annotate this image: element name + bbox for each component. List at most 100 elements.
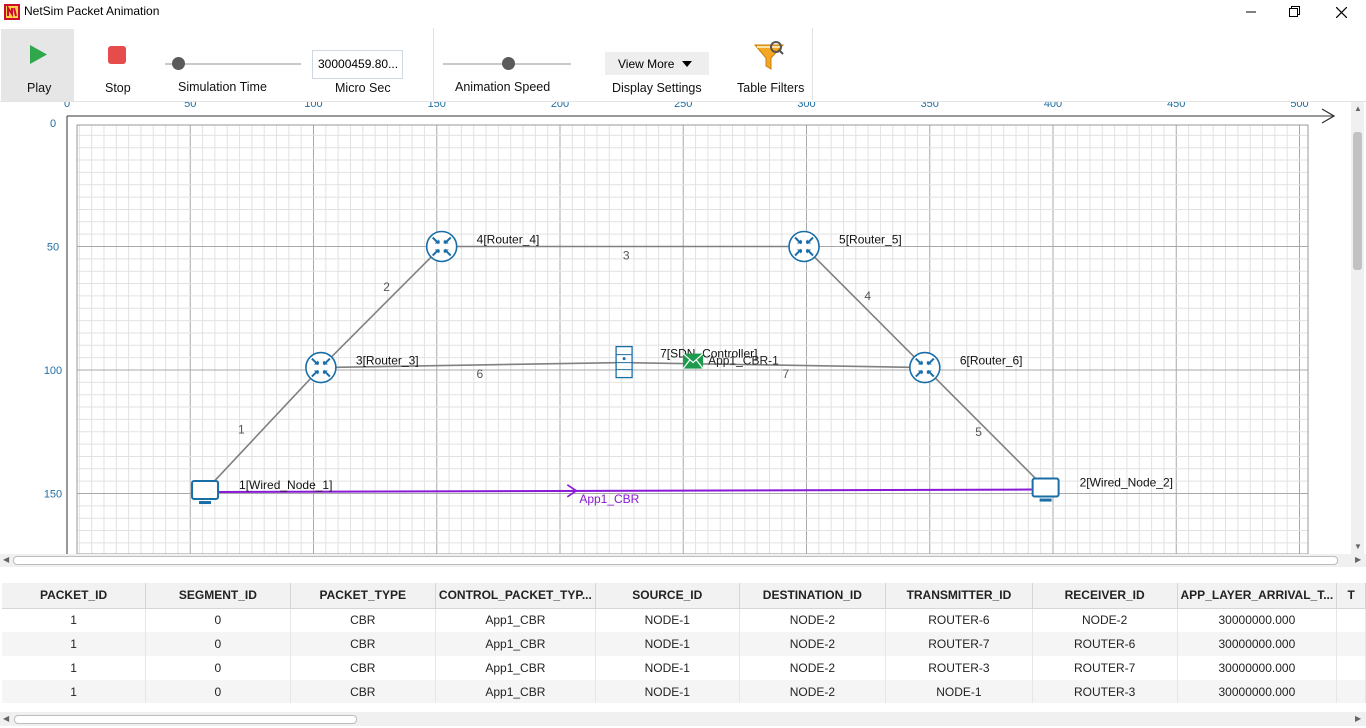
scroll-right-icon[interactable]: ▶ (1355, 555, 1362, 564)
canvas-horizontal-scrollbar[interactable]: ◀ ▶ (0, 554, 1366, 567)
node-label: 2[Wired_Node_2] (1080, 476, 1173, 490)
router-icon[interactable] (425, 230, 458, 263)
router-icon[interactable] (909, 351, 941, 384)
table-cell: CBR (290, 656, 436, 680)
table-cell: App1_CBR (435, 656, 596, 680)
link-line (803, 245, 926, 369)
table-row[interactable]: 1 0 CBR App1_CBR NODE-1 NODE-2 NODE-1 ROUTER-3 3… (2, 680, 1366, 703)
link-label: 2 (383, 280, 390, 294)
canvas-vertical-scrollbar[interactable]: ▲ ▼ (1351, 102, 1364, 554)
packet-envelope-icon[interactable] (682, 353, 704, 369)
column-header[interactable]: CONTROL_PACKET_TYP... (435, 583, 596, 609)
table-cell: NODE-2 (739, 656, 887, 680)
column-header[interactable]: TRANSMITTER_ID (885, 583, 1033, 609)
view-more-label: View More (618, 57, 675, 71)
simulation-time-field[interactable]: 30000459.80... (312, 50, 403, 79)
node-label: 4[Router_4] (477, 233, 540, 247)
stop-button[interactable]: Stop (92, 29, 142, 101)
flow-label: App1_CBR (579, 492, 639, 506)
table-cell: App1_CBR (435, 680, 596, 703)
x-axis-tick-label: 300 (797, 102, 815, 110)
netsim-app-icon (4, 4, 20, 20)
canvas-vertical-scroll-thumb[interactable] (1353, 132, 1362, 270)
table-filters-label: Table Filters (737, 81, 805, 95)
computer-icon[interactable] (1031, 477, 1060, 502)
table-header-row: PACKET_ID SEGMENT_ID PACKET_TYPE CONTROL_PA… (2, 583, 1366, 609)
restore-button[interactable] (1272, 0, 1318, 24)
chevron-down-icon (682, 61, 692, 67)
scroll-down-icon[interactable]: ▼ (1354, 542, 1362, 551)
table-cell: 0 (145, 656, 291, 680)
column-header[interactable]: PACKET_TYPE (290, 583, 436, 609)
view-more-dropdown[interactable]: View More (605, 52, 709, 75)
table-cell: NODE-2 (739, 680, 887, 703)
table-cell: NODE-1 (885, 680, 1033, 703)
x-axis-tick-label: 500 (1290, 102, 1308, 110)
stop-icon (108, 46, 126, 64)
link-line (320, 245, 443, 369)
column-header[interactable]: SEGMENT_ID (145, 583, 291, 609)
y-axis-tick-label: 0 (50, 118, 56, 130)
table-row[interactable]: 1 0 CBR App1_CBR NODE-1 NODE-2 ROUTER-3 ROUTER-… (2, 656, 1366, 680)
table-cell: App1_CBR (435, 632, 596, 656)
y-axis-tick-label: 50 (47, 242, 59, 254)
scroll-left-icon[interactable]: ◀ (3, 714, 10, 723)
scroll-right-icon[interactable]: ▶ (1355, 714, 1362, 723)
table-row[interactable]: 1 0 CBR App1_CBR NODE-1 NODE-2 ROUTER-7 ROUTER-… (2, 632, 1366, 656)
stop-label: Stop (105, 81, 131, 95)
node-label: 1[Wired_Node_1] (239, 478, 332, 492)
display-settings-label: Display Settings (612, 81, 702, 95)
x-axis-arrow-icon (1321, 108, 1336, 124)
x-axis-tick-label: 150 (428, 102, 446, 110)
play-label: Play (27, 81, 52, 95)
router-icon[interactable] (305, 351, 337, 384)
sdn-server-icon[interactable] (615, 345, 633, 379)
column-header[interactable]: RECEIVER_ID (1032, 583, 1178, 609)
x-axis-tick-label: 450 (1167, 102, 1185, 110)
column-header[interactable]: T (1336, 583, 1366, 609)
table-cell (1336, 656, 1366, 680)
table-horizontal-scrollbar[interactable]: ◀ ▶ (0, 712, 1366, 726)
link-label: 4 (864, 289, 871, 303)
close-button[interactable] (1318, 0, 1364, 24)
column-header[interactable]: PACKET_ID (2, 583, 147, 609)
table-cell: 30000000.000 (1177, 656, 1338, 680)
scroll-up-icon[interactable]: ▲ (1354, 104, 1362, 113)
column-header[interactable]: DESTINATION_ID (739, 583, 887, 609)
x-axis-tick-label: 0 (64, 102, 70, 110)
simulation-time-slider-thumb[interactable] (172, 57, 185, 70)
table-filters-button[interactable]: Table Filters (733, 34, 805, 100)
table-horizontal-scroll-thumb[interactable] (14, 715, 357, 724)
table-cell (1336, 680, 1366, 703)
table-cell: 1 (2, 608, 147, 632)
scroll-left-icon[interactable]: ◀ (3, 555, 10, 564)
table-cell: 30000000.000 (1177, 632, 1338, 656)
toolbar-separator (812, 28, 813, 100)
computer-icon[interactable] (191, 480, 220, 505)
node-label: 5[Router_5] (839, 233, 902, 247)
link-label: 6 (476, 367, 483, 381)
play-button[interactable]: Play (1, 29, 74, 101)
link-line (924, 366, 1047, 490)
x-axis-tick-label: 250 (674, 102, 692, 110)
column-header[interactable]: SOURCE_ID (595, 583, 740, 609)
application-flow-line (219, 488, 1032, 494)
network-canvas[interactable]: 0 50 100 150 200 250 300 350 400 450 500 0 50 100 150 1… (0, 102, 1366, 554)
play-icon (30, 45, 47, 64)
canvas-horizontal-scroll-thumb[interactable] (13, 556, 1338, 565)
table-cell: ROUTER-3 (885, 656, 1033, 680)
simulation-time-slider[interactable] (165, 63, 301, 65)
restore-icon (1289, 6, 1300, 17)
packet-trace-table: PACKET_ID SEGMENT_ID PACKET_TYPE CONTROL_PA… (2, 583, 1366, 703)
x-axis-tick-label: 100 (304, 102, 322, 110)
link-label: 5 (975, 425, 982, 439)
router-icon[interactable] (788, 230, 820, 263)
minimize-button[interactable] (1228, 0, 1274, 24)
animation-speed-slider-thumb[interactable] (502, 57, 515, 70)
table-cell: NODE-1 (595, 632, 740, 656)
table-row[interactable]: 1 0 CBR App1_CBR NODE-1 NODE-2 ROUTER-6 NODE-2 3… (2, 608, 1366, 632)
column-header[interactable]: APP_LAYER_ARRIVAL_T... (1177, 583, 1338, 609)
table-cell: ROUTER-3 (1032, 680, 1178, 703)
packet-label: App1_CBR-1 (708, 354, 779, 368)
